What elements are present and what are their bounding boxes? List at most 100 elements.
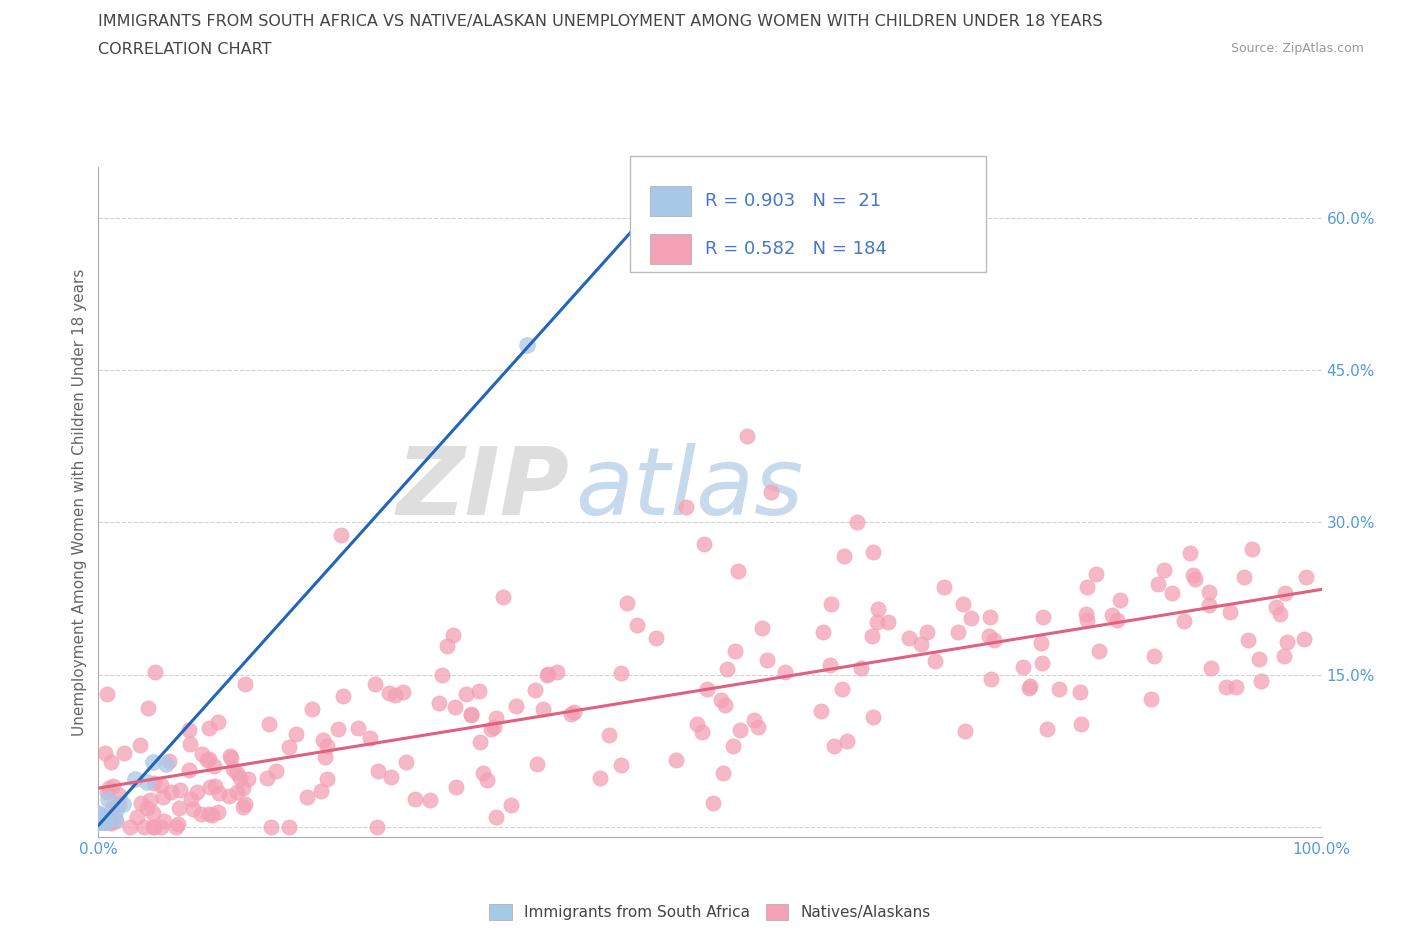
Point <box>1295 570 1317 585</box>
Point <box>501 797 523 812</box>
Point <box>278 740 301 755</box>
Legend: Immigrants from South Africa, Natives/Alaskans: Immigrants from South Africa, Natives/Al… <box>484 898 936 926</box>
Point <box>90 815 112 830</box>
Point <box>112 746 135 761</box>
Point <box>1147 577 1170 591</box>
Point <box>915 625 938 640</box>
Point <box>862 545 884 560</box>
Point <box>169 782 191 797</box>
Point <box>232 780 254 795</box>
Point <box>94 815 117 830</box>
Point <box>747 720 769 735</box>
Point <box>328 722 350 737</box>
Point <box>1153 562 1175 577</box>
Point <box>1198 585 1220 600</box>
Point <box>860 629 883 644</box>
Point <box>124 772 146 787</box>
Point <box>866 615 889 630</box>
Point <box>626 618 648 632</box>
Point <box>436 638 458 653</box>
Point <box>1294 631 1316 646</box>
Point <box>167 817 190 831</box>
Point <box>139 793 162 808</box>
Point <box>204 779 226 794</box>
Point <box>392 685 415 700</box>
Point <box>477 773 499 788</box>
Point <box>1047 682 1070 697</box>
Point <box>159 753 181 768</box>
Point <box>1070 717 1092 732</box>
Point <box>278 819 301 834</box>
Point <box>702 796 724 811</box>
Point <box>560 707 582 722</box>
Point <box>108 797 131 812</box>
Point <box>811 625 834 640</box>
Point <box>1275 635 1298 650</box>
Point <box>1264 599 1286 614</box>
Point <box>207 804 229 819</box>
Point <box>876 615 898 630</box>
Point <box>479 722 502 737</box>
Point <box>198 721 221 736</box>
Point <box>598 727 620 742</box>
Point <box>384 687 406 702</box>
Point <box>1249 651 1271 666</box>
Point <box>1215 680 1237 695</box>
Point <box>233 676 256 691</box>
Point <box>714 698 737 712</box>
Point <box>924 653 946 668</box>
Point <box>1035 722 1057 737</box>
Point <box>347 721 370 736</box>
Point <box>160 785 183 800</box>
Point <box>93 815 115 830</box>
Point <box>1074 606 1097 621</box>
Point <box>523 683 546 698</box>
Text: ZIP: ZIP <box>396 443 569 535</box>
Point <box>93 813 115 828</box>
Point <box>862 710 884 724</box>
Point <box>897 631 920 645</box>
Point <box>441 628 464 643</box>
Point <box>111 796 134 811</box>
Point <box>219 749 242 764</box>
Point <box>359 731 381 746</box>
Point <box>531 701 554 716</box>
Point <box>177 723 200 737</box>
Point <box>218 788 240 803</box>
Point <box>810 704 832 719</box>
Point <box>142 805 165 820</box>
Point <box>198 806 221 821</box>
Point <box>460 707 482 722</box>
Point <box>430 667 453 682</box>
Point <box>404 791 426 806</box>
Point <box>98 780 121 795</box>
Point <box>100 815 122 830</box>
Point <box>1105 613 1128 628</box>
Text: CORRELATION CHART: CORRELATION CHART <box>98 42 271 57</box>
Point <box>96 784 118 799</box>
Point <box>93 815 115 830</box>
Point <box>773 664 796 679</box>
Point <box>471 765 494 780</box>
Point <box>910 636 932 651</box>
Point <box>665 752 688 767</box>
Point <box>87 815 110 830</box>
Point <box>1101 607 1123 622</box>
Point <box>97 791 120 806</box>
Point <box>180 791 202 806</box>
Point <box>181 802 204 817</box>
Point <box>1274 585 1296 600</box>
Point <box>330 527 353 542</box>
Point <box>295 790 318 804</box>
Point <box>735 429 758 444</box>
Point <box>1184 572 1206 587</box>
Point <box>222 762 245 777</box>
Point <box>546 665 568 680</box>
Point <box>492 590 515 604</box>
Point <box>1173 613 1195 628</box>
Point <box>1019 678 1042 693</box>
Point <box>98 815 121 830</box>
Point <box>257 717 280 732</box>
Point <box>589 771 612 786</box>
Point <box>104 812 127 827</box>
